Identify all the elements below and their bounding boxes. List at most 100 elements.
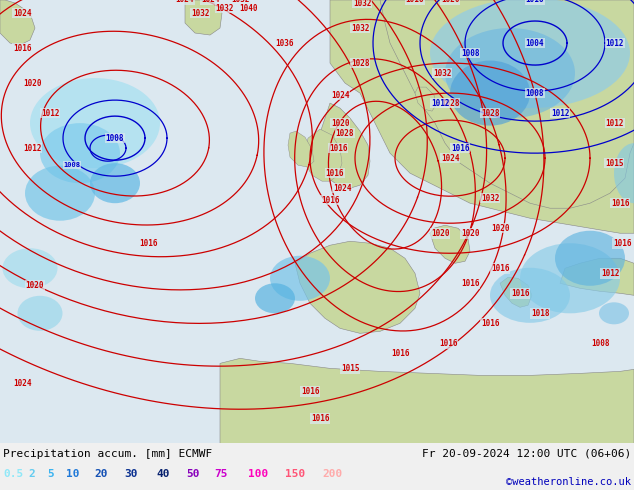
Polygon shape bbox=[305, 129, 342, 181]
Text: 1020: 1020 bbox=[461, 229, 479, 238]
Ellipse shape bbox=[270, 256, 330, 301]
Text: 1018: 1018 bbox=[531, 309, 549, 318]
Text: ©weatheronline.co.uk: ©weatheronline.co.uk bbox=[506, 477, 631, 487]
Text: 1016: 1016 bbox=[13, 44, 31, 52]
Ellipse shape bbox=[445, 28, 575, 118]
Text: 1024: 1024 bbox=[331, 91, 349, 99]
Text: 1016: 1016 bbox=[439, 339, 457, 348]
Text: 1012: 1012 bbox=[23, 144, 41, 153]
Text: 1012: 1012 bbox=[605, 119, 624, 127]
Polygon shape bbox=[330, 0, 634, 233]
Text: Precipitation accum. [mm] ECMWF: Precipitation accum. [mm] ECMWF bbox=[3, 448, 212, 459]
Text: 1024: 1024 bbox=[201, 0, 219, 4]
Text: 0.5: 0.5 bbox=[3, 469, 23, 479]
Ellipse shape bbox=[255, 283, 295, 313]
Text: 1028: 1028 bbox=[441, 98, 459, 108]
Text: 1032: 1032 bbox=[351, 24, 369, 32]
Text: 1008: 1008 bbox=[63, 162, 81, 168]
Polygon shape bbox=[318, 103, 370, 188]
Text: 1008: 1008 bbox=[106, 134, 124, 143]
Text: 1012: 1012 bbox=[601, 269, 619, 278]
Polygon shape bbox=[295, 241, 420, 333]
Text: 1020: 1020 bbox=[26, 281, 44, 290]
Text: 1016: 1016 bbox=[611, 199, 630, 208]
Text: 10: 10 bbox=[66, 469, 79, 479]
Polygon shape bbox=[0, 0, 35, 45]
Text: 1016: 1016 bbox=[491, 264, 509, 273]
Ellipse shape bbox=[430, 0, 630, 108]
Text: 100: 100 bbox=[248, 469, 268, 479]
Text: 1016: 1016 bbox=[461, 279, 479, 288]
Text: Fr 20-09-2024 12:00 UTC (06+06): Fr 20-09-2024 12:00 UTC (06+06) bbox=[422, 448, 631, 459]
Text: 1020: 1020 bbox=[491, 224, 509, 233]
Text: 1024: 1024 bbox=[13, 8, 31, 18]
Text: 1016: 1016 bbox=[526, 0, 544, 4]
Ellipse shape bbox=[520, 243, 620, 313]
Ellipse shape bbox=[614, 143, 634, 203]
Polygon shape bbox=[288, 131, 314, 167]
Text: 1008: 1008 bbox=[591, 339, 609, 348]
Text: 1028: 1028 bbox=[481, 109, 499, 118]
Text: 1012: 1012 bbox=[605, 39, 624, 48]
Text: 1032: 1032 bbox=[231, 0, 249, 4]
Text: 1032: 1032 bbox=[433, 69, 451, 77]
Ellipse shape bbox=[18, 296, 63, 331]
Polygon shape bbox=[430, 225, 470, 263]
Text: 1012: 1012 bbox=[41, 109, 59, 118]
Text: 1020: 1020 bbox=[430, 229, 450, 238]
Text: 1012: 1012 bbox=[430, 98, 450, 108]
Ellipse shape bbox=[450, 61, 530, 125]
Text: 1008: 1008 bbox=[461, 49, 479, 57]
Ellipse shape bbox=[25, 166, 95, 220]
Text: 5: 5 bbox=[47, 469, 54, 479]
Polygon shape bbox=[500, 277, 532, 307]
Text: 1036: 1036 bbox=[276, 39, 294, 48]
Ellipse shape bbox=[599, 302, 629, 324]
Ellipse shape bbox=[30, 78, 160, 168]
Polygon shape bbox=[415, 87, 436, 111]
Text: 1028: 1028 bbox=[351, 59, 369, 68]
Text: 1024: 1024 bbox=[333, 184, 351, 193]
Text: 1008: 1008 bbox=[526, 89, 544, 98]
Text: 150: 150 bbox=[285, 469, 305, 479]
Text: 1024: 1024 bbox=[176, 0, 194, 4]
Polygon shape bbox=[185, 0, 222, 35]
Text: 2: 2 bbox=[28, 469, 35, 479]
Polygon shape bbox=[560, 258, 634, 295]
Text: 1016: 1016 bbox=[329, 144, 347, 153]
Text: 1032: 1032 bbox=[191, 8, 209, 18]
Text: 1016: 1016 bbox=[139, 239, 157, 248]
Text: 1028: 1028 bbox=[336, 129, 354, 138]
Text: 1016: 1016 bbox=[451, 144, 469, 153]
Text: 1016: 1016 bbox=[326, 169, 344, 178]
Text: 1032: 1032 bbox=[353, 0, 372, 7]
Text: 1016: 1016 bbox=[511, 289, 529, 298]
Text: 75: 75 bbox=[214, 469, 228, 479]
Text: 1032: 1032 bbox=[481, 194, 499, 203]
Text: 1015: 1015 bbox=[340, 364, 359, 373]
Text: 1016: 1016 bbox=[301, 387, 320, 396]
Text: 1016: 1016 bbox=[321, 196, 339, 205]
Text: 200: 200 bbox=[322, 469, 342, 479]
Ellipse shape bbox=[555, 231, 625, 286]
Text: 1032: 1032 bbox=[216, 3, 234, 13]
Ellipse shape bbox=[40, 123, 120, 183]
Text: 50: 50 bbox=[186, 469, 200, 479]
Text: 1016: 1016 bbox=[406, 0, 424, 4]
Ellipse shape bbox=[490, 268, 570, 323]
Polygon shape bbox=[220, 358, 634, 443]
Polygon shape bbox=[380, 0, 634, 208]
Text: 20: 20 bbox=[94, 469, 108, 479]
Text: 30: 30 bbox=[124, 469, 138, 479]
Ellipse shape bbox=[3, 248, 58, 288]
Text: 1020: 1020 bbox=[331, 119, 349, 127]
Text: 1020: 1020 bbox=[441, 0, 459, 4]
Text: 1016: 1016 bbox=[311, 414, 329, 423]
Text: 1024: 1024 bbox=[13, 379, 31, 388]
Text: 1012: 1012 bbox=[551, 109, 569, 118]
Text: 1020: 1020 bbox=[23, 78, 41, 88]
Text: 40: 40 bbox=[156, 469, 169, 479]
Text: 1016: 1016 bbox=[481, 319, 499, 328]
Text: 1004: 1004 bbox=[526, 39, 544, 48]
Text: 1040: 1040 bbox=[239, 3, 257, 13]
